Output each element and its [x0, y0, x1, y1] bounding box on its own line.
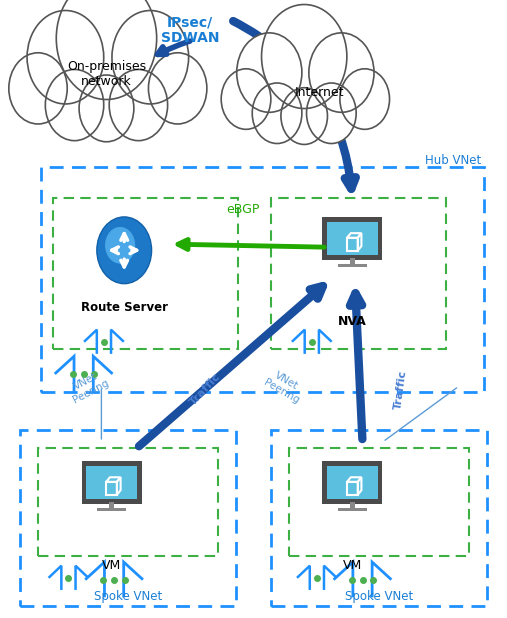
Bar [271, 198, 446, 349]
FancyBboxPatch shape [97, 508, 126, 511]
Circle shape [252, 83, 302, 143]
Circle shape [9, 53, 67, 124]
FancyBboxPatch shape [338, 264, 367, 267]
FancyArrowPatch shape [158, 41, 190, 54]
Circle shape [262, 4, 347, 109]
Bar [38, 448, 218, 556]
Circle shape [340, 69, 389, 129]
FancyBboxPatch shape [322, 217, 382, 260]
FancyBboxPatch shape [350, 258, 355, 264]
Bar [41, 167, 484, 392]
Circle shape [109, 69, 168, 141]
Text: On-premises
network: On-premises network [67, 60, 146, 88]
Bar [271, 430, 487, 606]
Circle shape [79, 75, 134, 142]
FancyBboxPatch shape [322, 461, 382, 504]
Circle shape [45, 69, 104, 141]
Text: Spoke VNet: Spoke VNet [345, 590, 413, 603]
Circle shape [237, 33, 302, 112]
Text: Traffic: Traffic [188, 371, 223, 407]
FancyBboxPatch shape [82, 461, 141, 504]
Text: NVA: NVA [338, 315, 367, 328]
Text: IPsec/
SDWAN: IPsec/ SDWAN [161, 15, 220, 44]
FancyBboxPatch shape [350, 502, 355, 508]
Bar [20, 430, 236, 606]
Circle shape [112, 11, 189, 104]
Circle shape [97, 217, 152, 284]
Circle shape [281, 88, 328, 145]
Circle shape [149, 53, 207, 124]
Bar [289, 448, 469, 556]
Bar [53, 198, 238, 349]
FancyBboxPatch shape [109, 502, 114, 508]
Circle shape [307, 83, 356, 143]
Text: Internet: Internet [295, 86, 344, 99]
Circle shape [309, 33, 374, 112]
Circle shape [27, 11, 104, 104]
Circle shape [56, 0, 157, 99]
Circle shape [105, 227, 135, 264]
Circle shape [221, 69, 271, 129]
Text: VM: VM [343, 559, 362, 572]
FancyBboxPatch shape [327, 222, 378, 255]
Text: VNet
Peering: VNet Peering [66, 368, 111, 405]
Text: VM: VM [102, 559, 121, 572]
Text: VNet
Peering: VNet Peering [262, 367, 306, 405]
FancyBboxPatch shape [327, 466, 378, 499]
FancyBboxPatch shape [86, 466, 137, 499]
Text: Spoke VNet: Spoke VNet [94, 590, 162, 603]
FancyArrowPatch shape [233, 21, 356, 189]
Text: Route Server: Route Server [81, 301, 168, 314]
Text: eBGP: eBGP [227, 203, 260, 216]
Text: Hub VNet: Hub VNet [425, 154, 482, 167]
Text: Traffic: Traffic [393, 369, 408, 410]
FancyBboxPatch shape [338, 508, 367, 511]
